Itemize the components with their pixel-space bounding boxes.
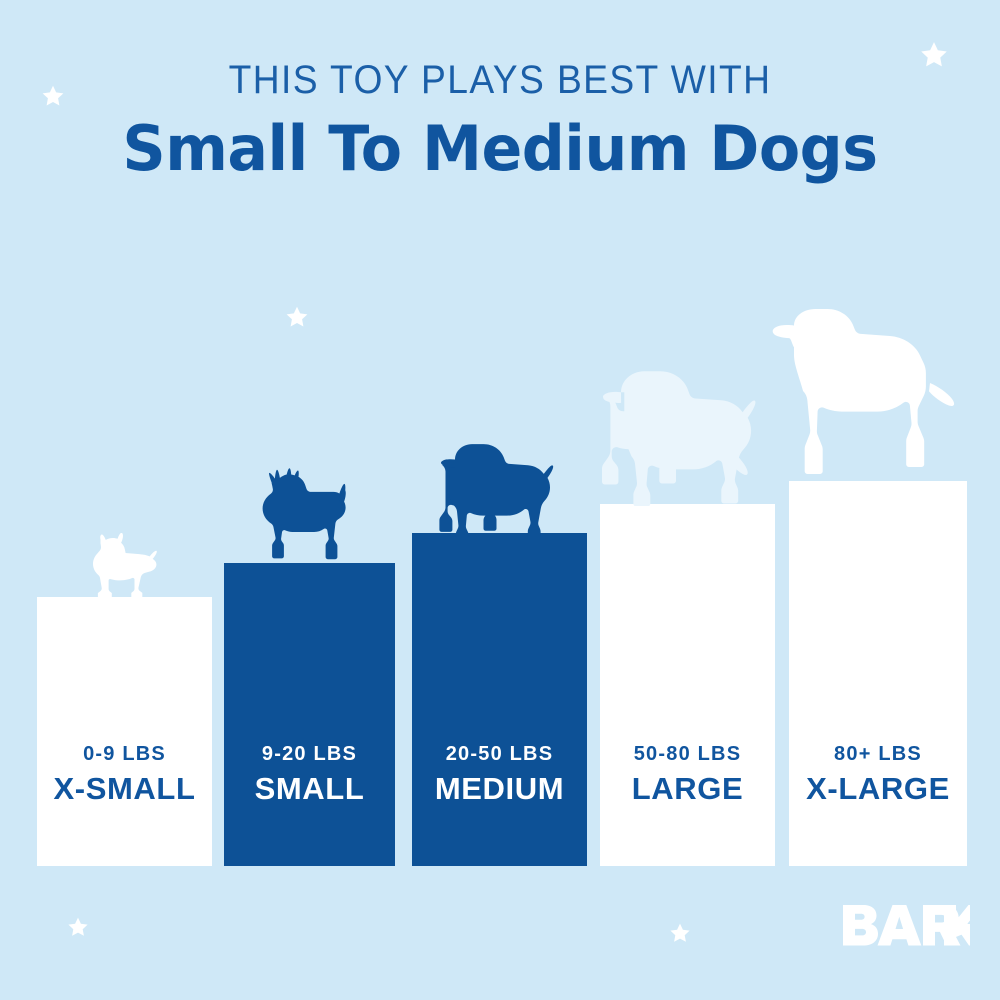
great-dane-icon: [772, 309, 955, 474]
eyebrow-text: THIS TOY PLAYS BEST WITH: [228, 58, 772, 102]
bar-medium: 20-50 LBS MEDIUM: [412, 533, 587, 866]
bar-size-label: X-SMALL: [53, 771, 196, 806]
bar-large: 50-80 LBS LARGE: [600, 504, 775, 866]
bar-size-label: LARGE: [631, 771, 744, 806]
bark-logo[interactable]: [840, 899, 984, 962]
bar-size-label: SMALL: [254, 771, 365, 806]
bark-wordmark: [843, 905, 984, 946]
scottish-terrier-icon: [262, 468, 346, 560]
chihuahua-icon: [93, 533, 157, 599]
bar-x-large: 80+ LBS X-LARGE: [789, 481, 967, 866]
bar-weight-label: 0-9 LBS: [83, 743, 166, 765]
bar-weight-label: 50-80 LBS: [633, 743, 742, 765]
page-title: Small To Medium Dogs: [122, 112, 878, 185]
bar-weight-label: 80+ LBS: [834, 743, 922, 765]
bar-weight-label: 9-20 LBS: [261, 743, 358, 765]
burst-icon: [948, 913, 970, 939]
golden-retriever-icon: [602, 371, 756, 506]
bar-size-label: X-LARGE: [806, 771, 950, 806]
bar-weight-label: 20-50 LBS: [445, 743, 554, 765]
bar-small: 9-20 LBS SMALL: [224, 563, 395, 866]
bar-x-small: 0-9 LBS X-SMALL: [37, 597, 212, 866]
bar-size-label: MEDIUM: [434, 771, 565, 806]
labrador-icon: [439, 444, 554, 537]
